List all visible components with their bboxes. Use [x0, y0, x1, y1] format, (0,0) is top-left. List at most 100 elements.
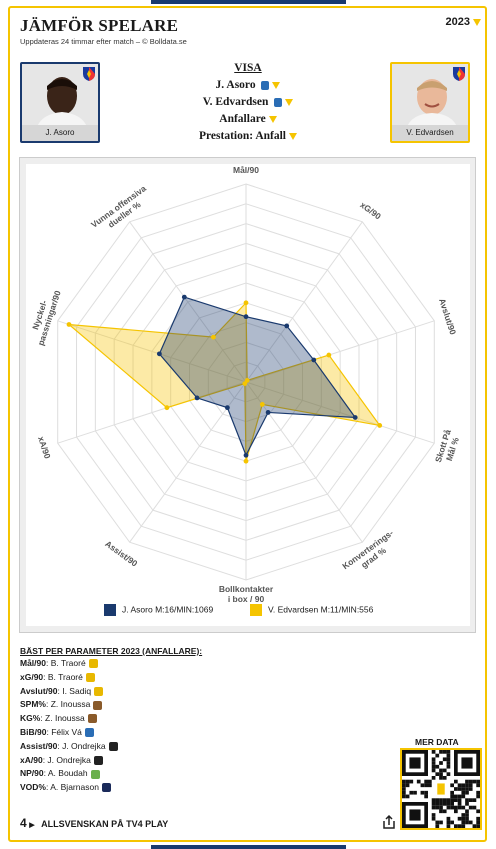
best-param: VOD% [20, 782, 46, 793]
radar-axis-label: xG/90 [358, 200, 383, 222]
mer-data-label: MER DATA [415, 737, 459, 747]
prestation-selector-label: Prestation: Anfall [199, 130, 286, 142]
play-arrow-icon: ▶ [29, 822, 35, 829]
radar-axis-label-text: Mål/90 [233, 165, 259, 175]
radar-axis-label-text: Bollkontakter i box / 90 [219, 584, 274, 604]
qr-code-image [402, 750, 480, 828]
radar-axis-label: Vunna offensivadueller % [89, 183, 154, 238]
prestation-selector[interactable]: Prestation: Anfall [150, 130, 346, 142]
player1-selector-label: J. Asoro [215, 79, 256, 91]
legend-player1: J. Asoro M:16/MIN:1069 [104, 604, 213, 616]
radar-point-1 [352, 415, 358, 420]
radar-spoke [129, 221, 247, 383]
radar-point-1 [265, 410, 271, 415]
tv4-logo-icon: 4 [20, 816, 27, 830]
radar-axis-label-text: Assist/90 [103, 538, 139, 568]
top-accent-bar [151, 0, 346, 4]
legend-player2: V. Edvardsen M:11/MIN:556 [250, 604, 373, 616]
club-badge-icon [94, 686, 104, 696]
best-row: SPM%: Z. Inoussa [20, 699, 118, 713]
player2-selector[interactable]: V. Edvardsen [150, 96, 346, 108]
radar-point-1 [156, 351, 162, 357]
club-badge-icon [87, 714, 97, 724]
radar-point-2 [326, 352, 332, 358]
radar-axis-label: Mål/90 [233, 165, 259, 175]
year-value: 2023 [445, 16, 470, 28]
best-row: VOD%: A. Bjarnason [20, 782, 118, 796]
best-player: J. Ondrejka [62, 740, 106, 751]
share-icon[interactable] [382, 814, 396, 830]
chevron-down-icon [289, 132, 297, 140]
radar-spoke [245, 381, 363, 543]
best-param: Assist/90 [20, 740, 58, 751]
footer-link[interactable]: 4 ▶ ALLSVENSKAN PÅ TV4 PLAY [20, 816, 168, 830]
player2-name: V. Edvardsen [392, 125, 468, 141]
best-param: xG/90 [20, 671, 44, 682]
club-badge-icon [453, 67, 465, 81]
player1-name: J. Asoro [22, 125, 98, 141]
radar-point-2 [243, 300, 249, 306]
radar-spoke [245, 320, 435, 383]
radar-axis-label: Assist/90 [103, 538, 139, 568]
radar-point-2 [242, 381, 248, 387]
best-player: A. Boudah [47, 768, 88, 779]
chevron-down-icon [272, 81, 281, 89]
radar-point-2 [377, 423, 383, 428]
radar-spoke [57, 381, 247, 444]
radar-axis-label: Bollkontakter i box / 90 [219, 584, 274, 604]
radar-axis-label: Skott PåMål % [433, 428, 461, 464]
best-param: xA/90 [20, 754, 43, 765]
radar-chart-container: Mål/90 xG/90 Avslut/90 Skott PåMål % Konvert… [19, 157, 476, 633]
best-param: Avslut/90 [20, 685, 58, 696]
radar-axis-label-text: xA/90 [36, 435, 53, 460]
player1-photo [22, 64, 98, 130]
club-badge-icon [90, 769, 100, 779]
best-row: NP/90: A. Boudah [20, 768, 118, 782]
chevron-down-icon [285, 98, 294, 106]
best-player: Félix Vá [51, 726, 82, 737]
compare-card [8, 6, 487, 842]
radar-chart-area: Mål/90 xG/90 Avslut/90 Skott PåMål % Konvert… [26, 164, 470, 626]
club-badge-icon [93, 755, 103, 765]
radar-chart: Mål/90 xG/90 Avslut/90 Skott PåMål % Konvert… [30, 165, 461, 604]
best-param: Mål/90 [20, 658, 46, 668]
best-row: Mål/90: B. Traoré [20, 658, 118, 672]
radar-axis-label: Avslut/90 [437, 297, 458, 336]
radar-spoke [57, 320, 247, 383]
best-player: Z. Inoussa [45, 713, 85, 724]
best-param: SPM% [20, 699, 46, 710]
best-player: Z. Inoussa [50, 699, 91, 710]
legend-label-player2: V. Edvardsen M:11/MIN:556 [268, 604, 374, 615]
club-badge-icon [85, 673, 95, 683]
player2-card[interactable]: V. Edvardsen [390, 62, 470, 143]
radar-axis-label-text: Vunna offensivadueller % [89, 183, 154, 238]
footer-text: ALLSVENSKAN PÅ TV4 PLAY [41, 819, 169, 829]
best-player: B. Traoré [47, 671, 83, 682]
best-row: xG/90: B. Traoré [20, 672, 118, 686]
qr-code[interactable] [400, 748, 482, 830]
radar-point-2 [243, 458, 249, 464]
player1-card[interactable]: J. Asoro [20, 62, 100, 143]
radar-point-1 [243, 452, 249, 458]
radar-point-1 [243, 314, 249, 320]
radar-point-2 [259, 402, 265, 407]
player1-selector[interactable]: J. Asoro [150, 79, 346, 91]
best-row: BiB/90: Félix Vá [20, 727, 118, 741]
club-badge-icon [84, 728, 94, 738]
club-badge-icon [108, 742, 118, 752]
player2-selector-label: V. Edvardsen [202, 96, 269, 108]
legend-swatch-player1 [104, 604, 116, 616]
radar-point-2 [66, 322, 72, 327]
radar-point-1 [224, 405, 230, 411]
best-row: Avslut/90: I. Sadiq [20, 686, 118, 700]
club-badge-icon [261, 80, 270, 90]
position-selector[interactable]: Anfallare [150, 113, 346, 125]
page-title: JÄMFÖR SPELARE [20, 16, 179, 35]
radar-axis-label-text: Avslut/90 [437, 297, 458, 336]
best-param: KG% [20, 713, 41, 724]
radar-axis-label: xA/90 [36, 435, 53, 460]
year-selector[interactable]: 2023 [446, 16, 481, 28]
radar-point-1 [311, 357, 317, 363]
radar-point-2 [211, 334, 216, 340]
radar-point-1 [284, 323, 290, 329]
